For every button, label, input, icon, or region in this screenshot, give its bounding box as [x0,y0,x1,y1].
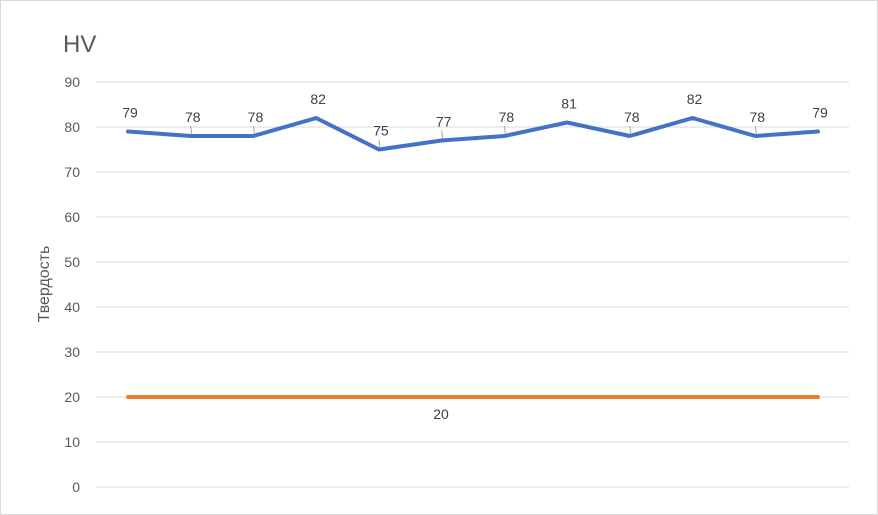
y-tick-label: 90 [64,74,80,90]
data-label-leader [629,125,632,135]
y-tick-label: 40 [64,299,80,315]
data-label: 82 [310,91,326,107]
y-tick-label: 30 [64,344,80,360]
data-label-leader [252,125,255,135]
y-tick-label: 60 [64,209,80,225]
data-label: 79 [122,105,138,121]
y-tick-label: 10 [64,434,80,450]
data-label-leader [378,139,381,148]
data-label-leader [441,130,444,139]
y-tick-label: 80 [64,119,80,135]
data-label: 78 [749,109,765,125]
series-line [126,116,820,152]
data-label: 82 [687,91,703,107]
chart-title: HV [63,31,97,58]
data-label: 81 [561,96,577,112]
y-tick-label: 50 [64,254,80,270]
data-label-leader [503,125,506,135]
data-label-leader [190,125,193,135]
data-label: 78 [624,109,640,125]
data-label-leader [754,125,757,135]
data-label: 78 [185,109,201,125]
data-label: 79 [812,105,828,121]
y-tick-label: 0 [72,479,80,495]
y-tick-label: 70 [64,164,80,180]
data-label: 78 [248,109,264,125]
data-label: 20 [433,406,449,422]
data-label: 75 [373,123,389,139]
y-tick-label: 20 [64,389,80,405]
data-label: 78 [499,109,515,125]
data-label: 77 [436,114,452,130]
